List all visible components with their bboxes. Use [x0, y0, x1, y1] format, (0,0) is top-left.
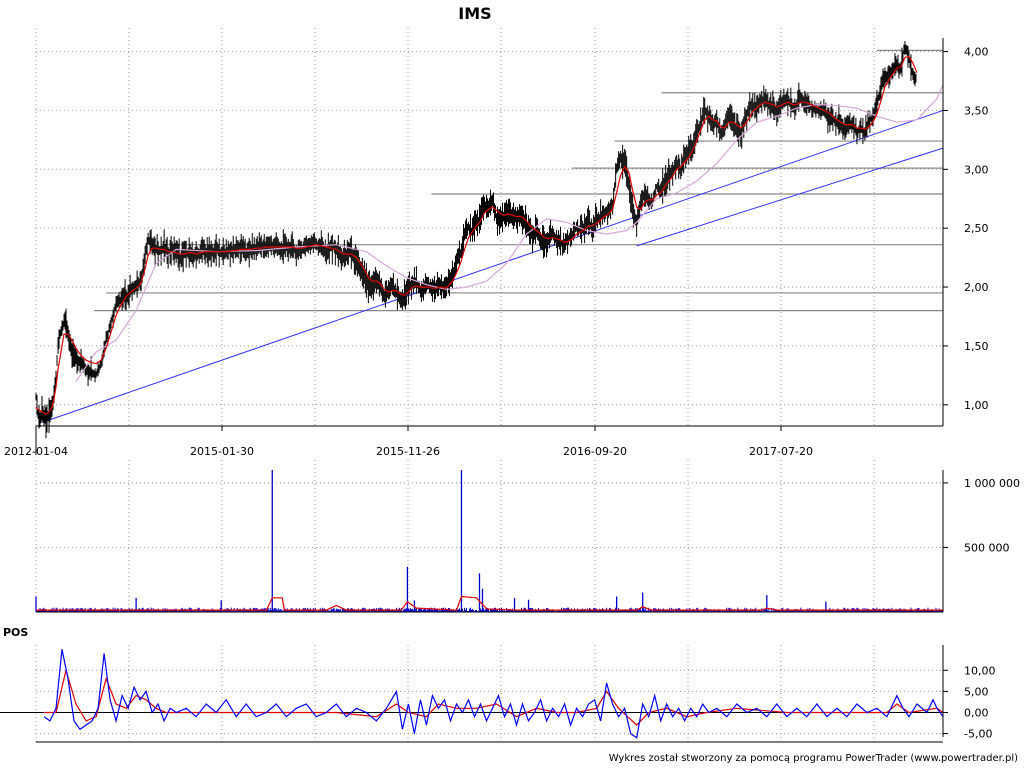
pos-y-tick-label: 0,00: [964, 706, 989, 719]
pos-oscillator-line: [43, 649, 944, 739]
volume-bars: [35, 470, 944, 612]
support-levels: [94, 49, 943, 312]
footer-credit: Wykres został stworzony za pomocą progra…: [609, 753, 1018, 764]
x-tick-label: 2016-09-20: [563, 445, 627, 458]
ma-long-line: [75, 84, 944, 382]
y-tick-label: 1,50: [964, 340, 989, 353]
x-tick-label: 2015-11-26: [376, 445, 440, 458]
chart-title: IMS: [458, 4, 491, 23]
pos-y-tick-label: -5,00: [964, 728, 992, 741]
moving-average-short: [35, 55, 918, 415]
volume-y-tick-label: 1 000 000: [964, 477, 1020, 490]
trendline: [636, 147, 944, 247]
volume-average-line: [36, 595, 943, 611]
volume-axes: 500 000 1 000 000: [36, 470, 1020, 613]
price-grid: [35, 28, 943, 426]
x-tick-label: 2012-01-04: [4, 445, 68, 458]
y-tick-label: 4,00: [964, 46, 989, 59]
x-tick-label: 2017-07-20: [749, 445, 813, 458]
pos-panel: POS -5,00 0,00 5,00 10,00: [0, 626, 996, 743]
volume-grid: [35, 460, 943, 612]
ma-short-line: [35, 55, 918, 415]
x-tick-label: 2015-01-30: [190, 445, 254, 458]
price-panel: 1,00 1,50 2,00 2,50 3,00 3,50 4,00 2012-01-04 20…: [4, 28, 989, 458]
pos-y-tick-label: 5,00: [964, 685, 989, 698]
price-axes: 1,00 1,50 2,00 2,50 3,00 3,50 4,00 2012-01-04 20…: [4, 38, 989, 458]
pos-grid: [0, 645, 943, 742]
y-tick-label: 2,00: [964, 281, 989, 294]
price-series: [35, 40, 917, 439]
volume-panel: 500 000 1 000 000: [35, 460, 1020, 613]
y-tick-label: 1,00: [964, 399, 989, 412]
pos-lines: [43, 649, 944, 739]
pos-axes: -5,00 0,00 5,00 10,00: [36, 645, 996, 743]
pos-y-tick-label: 10,00: [964, 664, 996, 677]
y-tick-label: 3,00: [964, 163, 989, 176]
pos-title: POS: [3, 626, 28, 639]
moving-average-long: [75, 84, 944, 382]
volume-y-tick-label: 500 000: [964, 541, 1010, 554]
trendlines: [41, 109, 944, 423]
trendline: [41, 109, 944, 423]
volume-average: [36, 595, 943, 611]
pos-signal-line: [44, 667, 944, 726]
y-tick-label: 2,50: [964, 222, 989, 235]
y-tick-label: 3,50: [964, 104, 989, 117]
